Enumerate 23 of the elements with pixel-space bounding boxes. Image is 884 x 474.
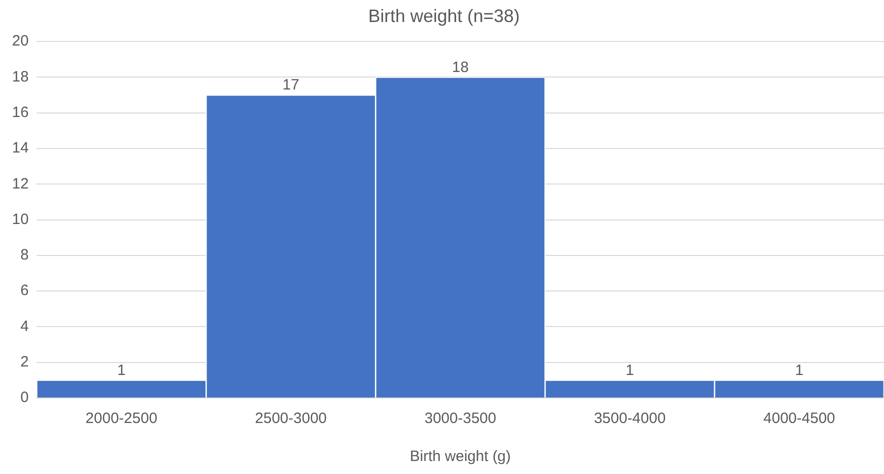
y-tick-label: 10 — [12, 210, 29, 228]
y-tick-label: 0 — [20, 389, 29, 406]
y-tick-label: 20 — [12, 32, 29, 50]
y-tick-label: 6 — [20, 282, 29, 300]
data-label: 1 — [795, 362, 804, 379]
data-label: 1 — [626, 362, 634, 379]
y-tick-label: 2 — [20, 354, 29, 370]
x-tick-label: 3000-3500 — [424, 410, 496, 428]
x-tick-label: 4000-4500 — [763, 410, 836, 428]
x-axis-title: Birth weight (g) — [410, 448, 511, 466]
y-tick-label: 18 — [12, 68, 29, 86]
data-label: 1 — [117, 362, 126, 379]
x-tick-label: 2000-2500 — [86, 410, 158, 428]
chart-title: Birth weight (n=38) — [368, 6, 520, 26]
data-label: 18 — [452, 58, 469, 76]
y-tick-label: 4 — [20, 318, 29, 335]
data-label: 17 — [282, 76, 300, 94]
y-tick-label: 12 — [12, 175, 29, 192]
y-tick-label: 8 — [20, 246, 29, 264]
x-tick-label: 3500-4000 — [594, 410, 666, 428]
y-tick-label: 14 — [12, 140, 29, 157]
x-tick-label: 2500-3000 — [255, 410, 327, 428]
y-tick-label: 16 — [12, 104, 29, 122]
